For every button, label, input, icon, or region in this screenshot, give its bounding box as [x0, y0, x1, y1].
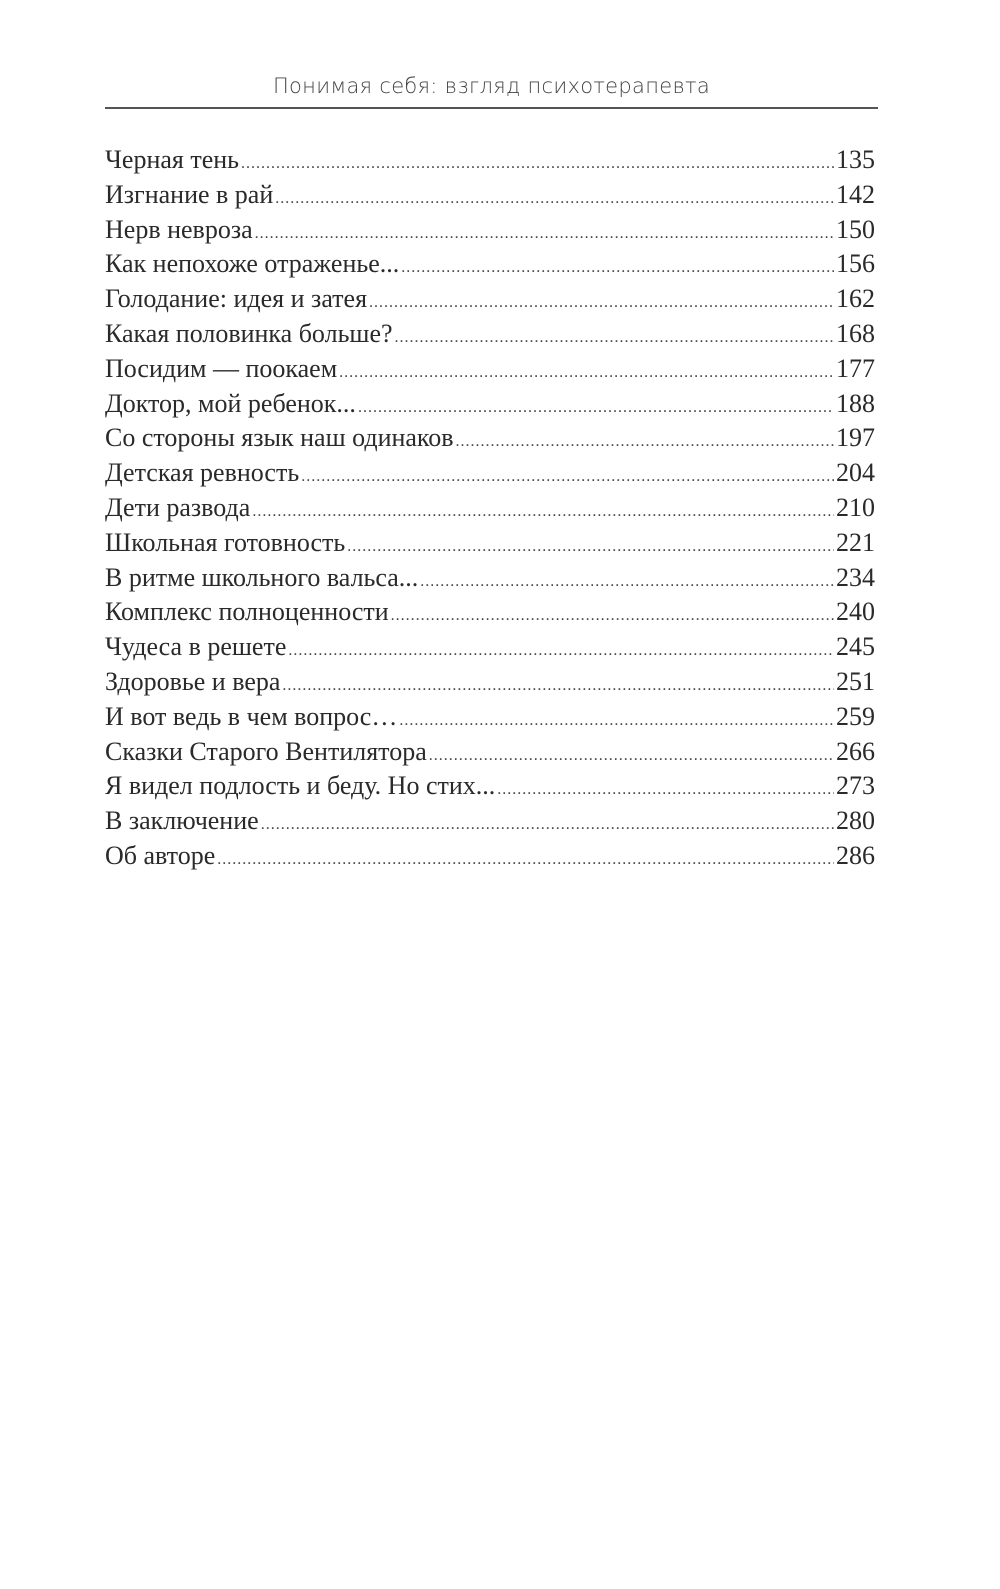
dot-leader [401, 251, 834, 286]
toc-entry: Как непохоже отраженье... 156 [105, 247, 875, 282]
toc-entry: Посидим — поокаем 177 [105, 352, 875, 387]
toc-entry-page: 221 [836, 527, 875, 557]
toc-entry-page: 280 [836, 806, 875, 836]
dot-leader [395, 321, 834, 356]
toc-entry: Сказки Старого Вентилятора 266 [105, 735, 875, 770]
dot-leader [339, 356, 834, 391]
toc-entry-page: 177 [836, 353, 875, 383]
toc-entry-page: 188 [836, 388, 875, 418]
toc-entry-title: Дети развода [105, 492, 251, 522]
toc-entry-page: 156 [836, 249, 875, 279]
toc-entry: Доктор, мой ребенок... 188 [105, 387, 875, 422]
dot-leader [456, 425, 834, 460]
dot-leader [288, 634, 834, 669]
toc-entry-title: В ритме школьного вальса... [105, 562, 419, 592]
dot-leader [420, 565, 834, 600]
toc-entry: Детская ревность 204 [105, 456, 875, 491]
toc-entry: Школьная готовность 221 [105, 526, 875, 561]
toc-entry-page: 259 [836, 701, 875, 731]
dot-leader [282, 669, 834, 704]
toc-entry-page: 135 [836, 145, 875, 174]
toc-entry-page: 142 [836, 179, 875, 209]
toc-entry-title: Детская ревность [105, 458, 300, 488]
toc-entry-title: Со стороны язык наш одинаков [105, 423, 454, 453]
toc-entry-page: 162 [836, 284, 875, 314]
toc-entry-title: Доктор, мой ребенок... [105, 388, 356, 418]
toc-entry: Какая половинка больше? 168 [105, 317, 875, 352]
toc-entry-title: Здоровье и вера [105, 666, 281, 696]
toc-entry: Изгнание в рай 142 [105, 178, 875, 213]
toc-entry-page: 251 [836, 666, 875, 696]
toc-entry-page: 234 [836, 562, 875, 592]
toc-entry-title: Школьная готовность [105, 527, 346, 557]
toc-entry-title: И вот ведь в чем вопрос… [105, 701, 398, 731]
toc-entry: В ритме школьного вальса... 234 [105, 561, 875, 596]
toc-entry: Черная тень 135 [105, 143, 875, 178]
toc-entry-page: 266 [836, 736, 875, 766]
toc-entry-title: Изгнание в рай [105, 179, 274, 209]
toc-entry-title: Голодание: идея и затея [105, 284, 368, 314]
toc-entry: И вот ведь в чем вопрос… 259 [105, 700, 875, 735]
toc-entry: Дети развода 210 [105, 491, 875, 526]
dot-leader [252, 495, 834, 530]
toc-entry-title: Нерв невроза [105, 214, 253, 244]
toc-entry-page: 168 [836, 318, 875, 348]
table-of-contents: Черная тень 135 Изгнание в рай 142 Нерв невр… [105, 143, 875, 874]
dot-leader [497, 773, 834, 808]
running-header: Понимая себя: взгляд психотерапевта [272, 74, 711, 98]
header-rule [105, 107, 878, 109]
toc-entry-title: Сказки Старого Вентилятора [105, 736, 427, 766]
toc-entry-title: Чудеса в решете [105, 632, 287, 662]
toc-entry-page: 197 [836, 423, 875, 453]
toc-entry-page: 210 [836, 492, 875, 522]
toc-entry-title: Я видел подлость и беду. Но стих... [105, 771, 496, 801]
dot-leader [369, 286, 834, 321]
dot-leader [275, 182, 834, 217]
toc-entry-page: 240 [836, 597, 875, 627]
toc-entry-title: Об авторе [105, 840, 216, 870]
toc-entry-title: Какая половинка больше? [105, 318, 393, 348]
toc-entry-title: В заключение [105, 806, 259, 836]
toc-entry-page: 273 [836, 771, 875, 801]
toc-entry: Голодание: идея и затея 162 [105, 282, 875, 317]
dot-leader [347, 530, 834, 565]
toc-entry-title: Как непохоже отраженье... [105, 249, 400, 279]
toc-entry-page: 150 [836, 214, 875, 244]
toc-entry-page: 204 [836, 458, 875, 488]
toc-entry-page: 286 [836, 840, 875, 870]
toc-entry: В заключение 280 [105, 804, 875, 839]
dot-leader [399, 704, 834, 739]
dot-leader [241, 147, 834, 182]
dot-leader [261, 808, 834, 843]
dot-leader [391, 599, 834, 634]
dot-leader [217, 843, 834, 878]
toc-entry: Нерв невроза 150 [105, 213, 875, 248]
toc-entry: Комплекс полноценности 240 [105, 595, 875, 630]
dot-leader [301, 460, 834, 495]
toc-entry: Об авторе 286 [105, 839, 875, 874]
dot-leader [358, 391, 834, 426]
toc-entry: Я видел подлость и беду. Но стих... 273 [105, 769, 875, 804]
toc-entry: Здоровье и вера 251 [105, 665, 875, 700]
dot-leader [429, 739, 834, 774]
toc-entry-page: 245 [836, 632, 875, 662]
dot-leader [255, 217, 834, 252]
toc-entry: Чудеса в решете 245 [105, 630, 875, 665]
toc-entry-title: Посидим — поокаем [105, 353, 338, 383]
toc-entry: Со стороны язык наш одинаков 197 [105, 421, 875, 456]
toc-entry-title: Комплекс полноценности [105, 597, 389, 627]
toc-entry-title: Черная тень [105, 145, 240, 174]
